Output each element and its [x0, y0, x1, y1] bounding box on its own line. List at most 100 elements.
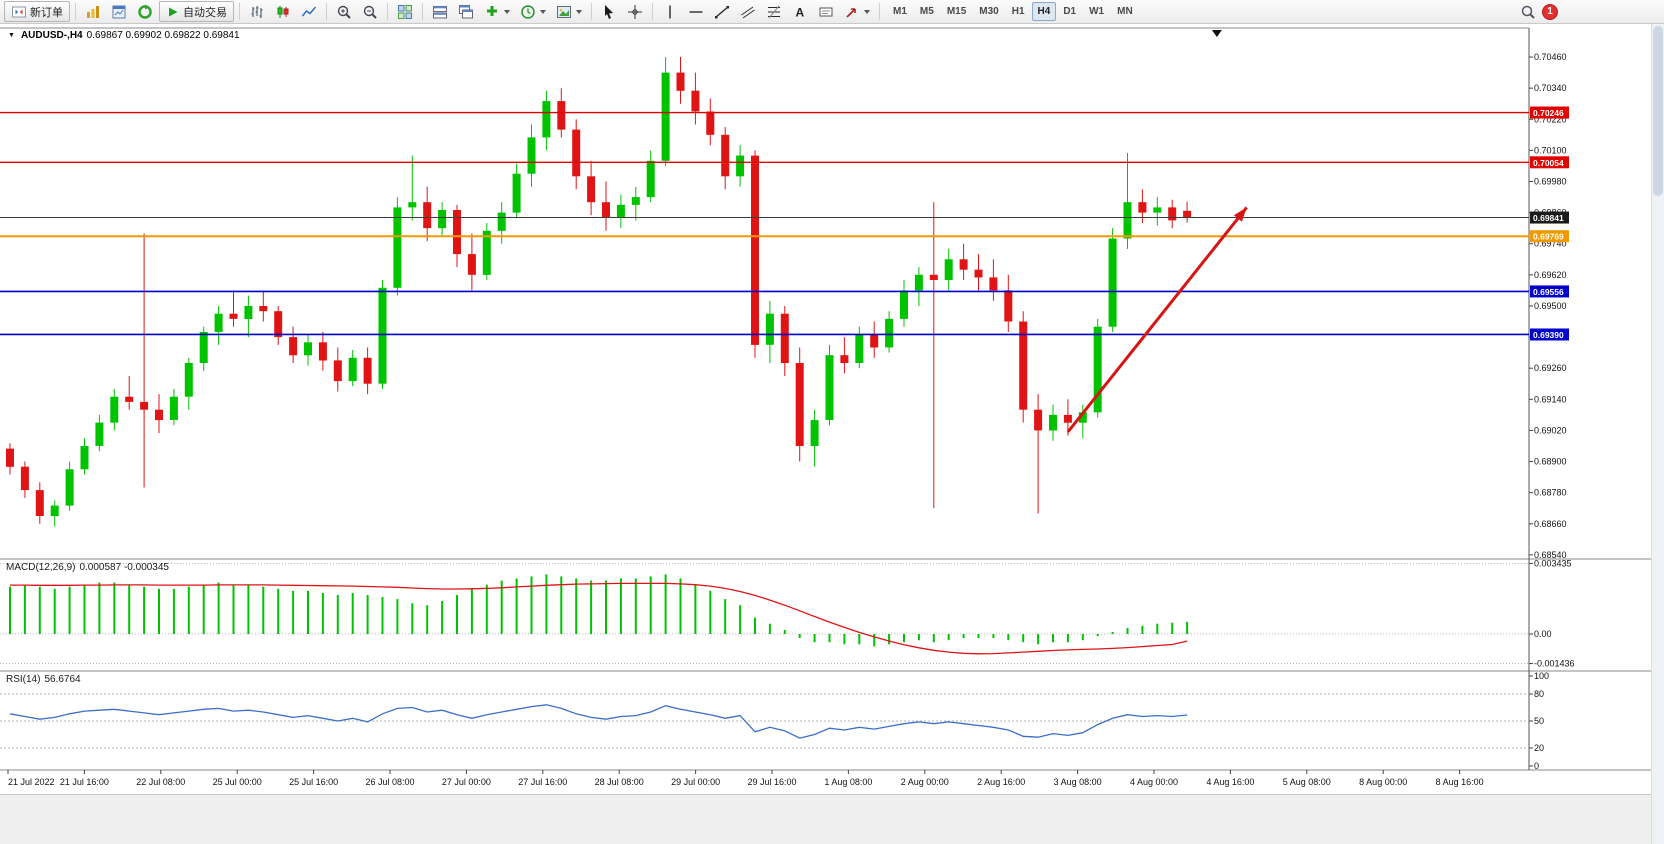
period-selector-button[interactable]: [516, 1, 550, 22]
svg-text:0.69740: 0.69740: [1534, 239, 1567, 249]
bar-chart-button[interactable]: [245, 1, 269, 22]
svg-text:0.70460: 0.70460: [1534, 52, 1567, 62]
rsi-label: RSI(14) 56.6764: [6, 674, 81, 685]
timeframe-button-mn[interactable]: MN: [1111, 2, 1139, 21]
macd-panel: 0.003435 0.00 -0.001436: [0, 558, 1575, 669]
trendline-tool-button[interactable]: [710, 1, 734, 22]
symbol-period-label: AUDUSD-,H4: [20, 30, 83, 41]
timeframe-button-h1[interactable]: H1: [1006, 2, 1031, 21]
channel-tool-button[interactable]: [736, 1, 760, 22]
candlestick-chart-button[interactable]: [271, 1, 295, 22]
timeframe-button-d1[interactable]: D1: [1057, 2, 1082, 21]
svg-text:0.70054: 0.70054: [1533, 158, 1564, 168]
svg-text:0.69020: 0.69020: [1534, 425, 1567, 435]
text-label-tool-button[interactable]: [814, 1, 838, 22]
svg-text:-0.001436: -0.001436: [1534, 659, 1575, 669]
time-axis[interactable]: 21 Jul 2022 21 Jul 16:00 22 Jul 08:00 25 Ju…: [7, 770, 1484, 787]
new-order-icon: [12, 6, 26, 17]
timeframe-toolbar: M1 M5 M15 M30 H1 H4 D1 W1 MN: [887, 2, 1139, 21]
chart-shift-marker[interactable]: [1211, 30, 1222, 37]
navigator-icon: [112, 5, 126, 18]
svg-text:0.69620: 0.69620: [1534, 270, 1567, 280]
chart-window[interactable]: 0.70460 0.70340 0.70220 0.70100 0.69980 0.698…: [0, 24, 1664, 844]
channel-icon: [741, 6, 755, 18]
text-label-icon: [819, 7, 833, 16]
svg-text:80: 80: [1534, 689, 1544, 699]
toolbar: 新订单 自动交易: [0, 0, 1664, 24]
svg-text:100: 100: [1534, 671, 1549, 681]
svg-text:0.69841: 0.69841: [1533, 213, 1564, 223]
add-indicator-icon: [487, 5, 497, 16]
hlines-layer[interactable]: 0.70246 0.70054 0.69841 0.69769 0.69556 0.693…: [0, 106, 1569, 341]
cursor-button[interactable]: [597, 1, 621, 22]
svg-text:0.003435: 0.003435: [1534, 558, 1572, 568]
trend-arrow[interactable]: [1066, 206, 1248, 433]
template-icon: [557, 5, 571, 18]
zoom-out-button[interactable]: [358, 1, 382, 22]
macd-name: MACD(12,26,9): [6, 562, 76, 573]
notification-badge[interactable]: 1: [1542, 3, 1558, 20]
chevron-down-icon: [540, 9, 546, 14]
new-order-button[interactable]: 新订单: [4, 1, 70, 22]
fibonacci-tool-button[interactable]: [762, 1, 786, 22]
cursor-icon: [605, 4, 613, 19]
cascade-windows-button[interactable]: [454, 1, 478, 22]
chevron-down-icon: [504, 9, 510, 14]
template-selector-button[interactable]: [552, 1, 586, 22]
bottom-band: [0, 794, 1664, 844]
svg-text:0.69556: 0.69556: [1533, 287, 1564, 297]
horizontal-line-icon: [689, 10, 703, 13]
svg-text:8 Aug 00:00: 8 Aug 00:00: [1359, 777, 1407, 787]
timeframe-button-m15[interactable]: M15: [941, 2, 972, 21]
svg-text:0.69980: 0.69980: [1534, 177, 1567, 187]
svg-text:0.70340: 0.70340: [1534, 83, 1567, 93]
fibonacci-icon: [768, 5, 780, 18]
chevron-down-icon: [576, 9, 582, 14]
timeframe-button-m5[interactable]: M5: [914, 2, 940, 21]
svg-text:0.69500: 0.69500: [1534, 301, 1567, 311]
cascade-windows-icon: [459, 4, 473, 18]
line-chart-button[interactable]: [297, 1, 321, 22]
svg-text:0.69260: 0.69260: [1534, 363, 1567, 373]
price-axis: 0.70460 0.70340 0.70220 0.70100 0.69980 0.698…: [1529, 52, 1567, 560]
svg-text:0.68900: 0.68900: [1534, 457, 1567, 467]
price-chart-canvas[interactable]: 0.70460 0.70340 0.70220 0.70100 0.69980 0.698…: [0, 24, 1664, 844]
svg-text:27 Jul 00:00: 27 Jul 00:00: [442, 777, 491, 787]
timeframe-button-m30[interactable]: M30: [973, 2, 1004, 21]
trendline-icon: [715, 5, 729, 18]
arrange-windows-button[interactable]: [428, 1, 452, 22]
chart-dropdown-icon[interactable]: ▼: [8, 32, 15, 39]
add-indicator-button[interactable]: [480, 1, 514, 22]
tile-windows-button[interactable]: [393, 1, 417, 22]
market-watch-button[interactable]: [81, 1, 105, 22]
toolbar-separator: [652, 3, 653, 20]
chevron-down-icon: [864, 9, 870, 14]
search-icon: [1521, 5, 1535, 19]
rsi-name: RSI(14): [6, 674, 41, 685]
timeframe-button-h4[interactable]: H4: [1031, 2, 1057, 21]
community-button[interactable]: [133, 1, 157, 22]
navigator-button[interactable]: [107, 1, 131, 22]
autotrading-play-icon: [169, 7, 178, 16]
text-tool-button[interactable]: A: [788, 1, 812, 22]
bar-chart-icon: [251, 5, 263, 18]
svg-text:0.69140: 0.69140: [1534, 394, 1567, 404]
vertical-scrollbar[interactable]: [1651, 24, 1664, 844]
search-button[interactable]: [1516, 1, 1540, 22]
crosshair-button[interactable]: [623, 1, 647, 22]
svg-text:21 Jul 16:00: 21 Jul 16:00: [60, 777, 109, 787]
svg-text:20: 20: [1534, 743, 1544, 753]
timeframe-button-m1[interactable]: M1: [887, 2, 913, 21]
autotrading-button[interactable]: 自动交易: [159, 1, 234, 22]
toolbar-separator: [879, 3, 880, 20]
text-tool-icon: A: [796, 5, 805, 19]
arrows-tool-button[interactable]: [840, 1, 874, 22]
zoom-in-button[interactable]: [332, 1, 356, 22]
community-icon: [138, 4, 152, 19]
toolbar-separator: [239, 3, 240, 20]
timeframe-button-w1[interactable]: W1: [1083, 2, 1110, 21]
toolbar-separator: [591, 3, 592, 20]
vertical-line-tool-button[interactable]: [658, 1, 682, 22]
horizontal-line-tool-button[interactable]: [684, 1, 708, 22]
scrollbar-thumb[interactable]: [1653, 26, 1663, 196]
